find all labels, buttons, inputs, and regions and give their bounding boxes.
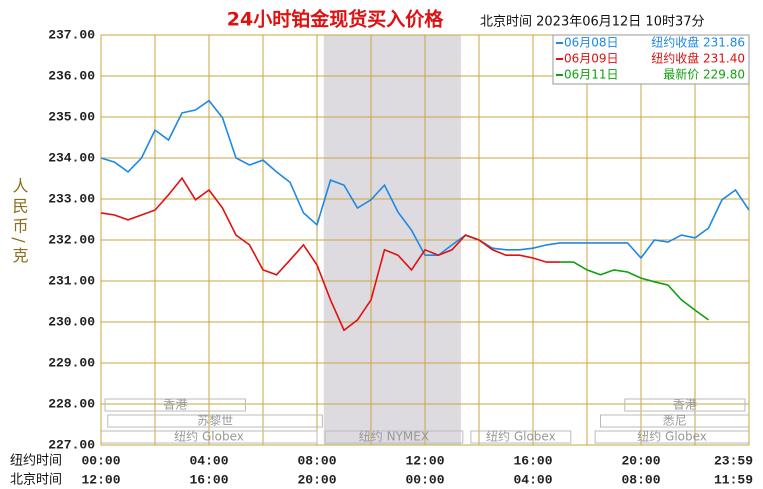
- legend-value: 纽约收盘 231.40: [651, 51, 745, 66]
- legend-value: 纽约收盘 231.86: [651, 35, 745, 50]
- session-box: [104, 398, 246, 412]
- x-tick-label: 12:00: [405, 453, 444, 468]
- x-tick-label: 23:59: [714, 453, 753, 468]
- x2-tick-label: 08:00: [621, 472, 660, 487]
- series-line: [100, 99, 750, 260]
- y-tick-label: 234.00: [48, 150, 95, 165]
- x-axis-label: 纽约时间: [10, 454, 62, 469]
- legend-name: 06月08日: [564, 36, 619, 50]
- session-box: [470, 430, 572, 444]
- series-line: [560, 261, 709, 321]
- x2-tick-label: 16:00: [189, 472, 228, 487]
- x-tick-label: 16:00: [513, 453, 552, 468]
- x2-tick-label: 04:00: [513, 472, 552, 487]
- plot-frame: [100, 34, 750, 446]
- x-tick-label: 00:00: [81, 453, 120, 468]
- session-box: [107, 414, 323, 428]
- session-label: 纽约 NYMEX: [359, 429, 429, 444]
- y-tick-label: 227.00: [48, 437, 95, 452]
- session-box: [624, 398, 746, 412]
- chart-title: 24小时铂金现货买入价格: [227, 8, 444, 31]
- session-label: 香港: [163, 398, 187, 412]
- session-label: 纽约 Globex: [486, 429, 556, 444]
- y-tick-label: 235.00: [48, 109, 95, 124]
- y-tick-label: 233.00: [48, 191, 95, 206]
- legend-name: 06月09日: [564, 52, 619, 66]
- legend-value: 最新价 229.80: [663, 67, 745, 82]
- y-tick-label: 230.00: [48, 314, 95, 329]
- x2-tick-label: 11:59: [714, 472, 753, 487]
- x-tick-label: 08:00: [297, 453, 336, 468]
- y-tick-label: 232.00: [48, 232, 95, 247]
- x2-tick-label: 12:00: [81, 472, 120, 487]
- x2-axis-label: 北京时间: [10, 473, 62, 488]
- session-label: 香港: [673, 398, 697, 412]
- x-tick-label: 04:00: [189, 453, 228, 468]
- y-tick-label: 236.00: [48, 68, 95, 83]
- x2-tick-label: 00:00: [405, 472, 444, 487]
- y-tick-label: 237.00: [48, 27, 95, 42]
- x-tick-label: 20:00: [621, 453, 660, 468]
- y-tick-label: 229.00: [48, 355, 95, 370]
- legend-box: [552, 34, 750, 85]
- y-tick-label: 228.00: [48, 396, 95, 411]
- chart-subtitle: 北京时间 2023年06月12日 10时37分: [480, 15, 705, 30]
- session-label: 纽约 Globex: [174, 429, 244, 444]
- session-box: [324, 430, 464, 444]
- y-axis-label: 人民币/克: [10, 177, 29, 266]
- session-label: 苏黎世: [197, 414, 233, 428]
- session-label: 悉尼: [663, 414, 687, 428]
- y-tick-label: 231.00: [48, 273, 95, 288]
- session-label: 纽约 Globex: [637, 429, 707, 444]
- legend-name: 06月11日: [564, 68, 619, 82]
- series-line: [100, 176, 560, 332]
- x2-tick-label: 20:00: [297, 472, 336, 487]
